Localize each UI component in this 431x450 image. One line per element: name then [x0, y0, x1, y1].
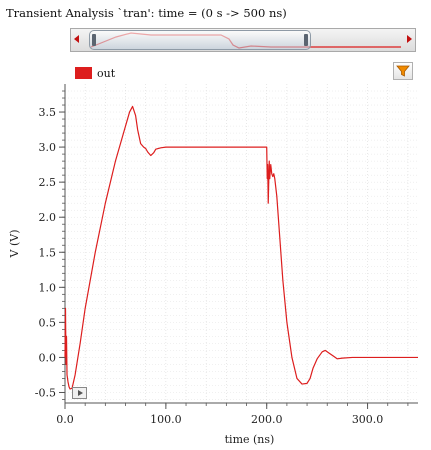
y-tick-label: 2.0	[39, 211, 57, 224]
x-tick-label: 300.0	[352, 413, 384, 426]
plot-background	[65, 84, 418, 403]
thumb-left-handle[interactable]	[92, 34, 96, 46]
x-axis-title: time (ns)	[225, 433, 275, 446]
legend-label-out[interactable]: out	[97, 66, 116, 80]
y-tick-label: -0.5	[35, 386, 56, 399]
overview-thumb[interactable]	[89, 30, 311, 50]
overview-scrollbar[interactable]	[70, 28, 416, 52]
y-tick-label: 1.5	[39, 246, 57, 259]
thumb-right-handle[interactable]	[304, 34, 308, 46]
x-tick-label: 200.0	[251, 413, 283, 426]
y-tick-label: 2.5	[39, 176, 57, 189]
play-icon[interactable]	[72, 387, 87, 399]
y-tick-label: 0.5	[39, 316, 57, 329]
scroll-left-icon[interactable]	[74, 35, 79, 43]
funnel-icon	[396, 65, 410, 77]
legend-swatch-out[interactable]	[75, 67, 92, 79]
y-tick-label: 1.0	[39, 281, 57, 294]
scroll-right-icon[interactable]	[407, 35, 412, 43]
legend: out	[75, 66, 115, 80]
filter-button[interactable]	[393, 62, 413, 80]
y-tick-label: 0.0	[39, 351, 57, 364]
y-axis-title: V (V)	[8, 230, 21, 259]
window-title: Transient Analysis `tran': time = (0 s -…	[6, 6, 287, 20]
y-tick-label: 3.0	[39, 141, 57, 154]
x-tick-label: 100.0	[150, 413, 182, 426]
series-line-out	[64, 105, 418, 390]
x-tick-label: 0.0	[56, 413, 74, 426]
y-tick-label: 3.5	[39, 106, 57, 119]
